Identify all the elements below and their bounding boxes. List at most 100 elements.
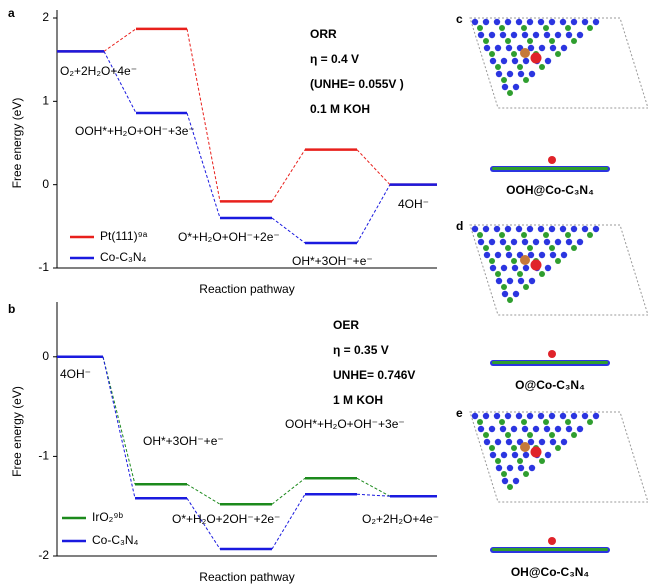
atom-c	[565, 232, 571, 238]
annotation: 4OH⁻	[398, 197, 429, 211]
atom-n	[516, 226, 522, 232]
atom-n	[505, 19, 511, 25]
y-tick-label: -1	[38, 260, 49, 274]
info-text: η = 0.4 V	[310, 52, 359, 66]
connector	[357, 494, 390, 496]
atom-n	[545, 58, 551, 64]
atom-c	[521, 25, 527, 31]
atom-n	[527, 413, 533, 419]
atom-c	[523, 77, 529, 83]
atom-n	[571, 226, 577, 232]
legend-label: Co-C₃N₄	[100, 250, 147, 264]
atom-c	[511, 258, 517, 264]
atom-n	[523, 58, 529, 64]
atom-n	[566, 239, 572, 245]
atom-n	[571, 19, 577, 25]
atom-n	[505, 226, 511, 232]
atom-n	[472, 19, 478, 25]
atom-c	[555, 258, 561, 264]
atom-c	[495, 271, 501, 277]
panel-label: d	[456, 219, 463, 233]
atom-c	[489, 51, 495, 57]
atom-c	[495, 458, 501, 464]
annotation: O*+H₂O+2OH⁻+2e⁻	[172, 512, 280, 526]
atom-n	[494, 413, 500, 419]
atom-n	[561, 439, 567, 445]
atom-o	[531, 260, 542, 271]
atom-n	[523, 265, 529, 271]
atom-c	[499, 419, 505, 425]
atom-c	[571, 432, 577, 438]
atom-n	[511, 239, 517, 245]
atom-o	[531, 447, 542, 458]
atom-n	[489, 32, 495, 38]
atom-n	[484, 439, 490, 445]
side-atom-o	[548, 350, 556, 358]
y-axis-label: Free energy (eV)	[10, 386, 24, 477]
atom-n	[593, 19, 599, 25]
connector	[272, 478, 305, 504]
atom-n	[500, 32, 506, 38]
side-atom-o	[548, 156, 556, 164]
atom-n	[478, 239, 484, 245]
atom-n	[518, 278, 524, 284]
atom-n	[561, 252, 567, 258]
atom-c	[501, 77, 507, 83]
connector	[103, 357, 135, 484]
panel-label: c	[456, 12, 463, 26]
atom-n	[593, 413, 599, 419]
atom-n	[511, 426, 517, 432]
atom-n	[507, 465, 513, 471]
annotation: 4OH⁻	[60, 367, 91, 381]
atom-n	[523, 452, 529, 458]
atom-n	[582, 413, 588, 419]
atom-c	[571, 38, 577, 44]
atom-c	[543, 419, 549, 425]
atom-n	[550, 45, 556, 51]
atom-c	[523, 284, 529, 290]
annotation: O₂+2H₂O+4e⁻	[60, 64, 137, 78]
atom-c	[505, 38, 511, 44]
atom-c	[507, 484, 513, 490]
atom-n	[538, 226, 544, 232]
annotation: OOH*+H₂O+OH⁻+3e⁻	[285, 417, 405, 431]
atom-n	[484, 252, 490, 258]
atom-n	[501, 452, 507, 458]
y-axis-label: Free energy (eV)	[10, 98, 24, 189]
atom-c	[565, 25, 571, 31]
atom-n	[472, 226, 478, 232]
y-tick-label: 1	[42, 94, 49, 108]
atom-n	[533, 426, 539, 432]
legend-label: Co-C₃N₄	[92, 533, 139, 547]
atom-c	[555, 445, 561, 451]
annotation: O*+H₂O+OH⁻+2e⁻	[178, 230, 280, 244]
atom-n	[538, 19, 544, 25]
atom-n	[550, 252, 556, 258]
atom-n	[495, 439, 501, 445]
atom-n	[555, 32, 561, 38]
structure-panel: dO@Co-C₃N₄	[456, 219, 648, 392]
atom-n	[478, 32, 484, 38]
atom-c	[477, 419, 483, 425]
atom-c	[587, 232, 593, 238]
atom-n	[518, 465, 524, 471]
atom-n	[533, 32, 539, 38]
atom-c	[489, 258, 495, 264]
structure-caption: OH@Co-C₃N₄	[511, 565, 590, 579]
atom-n	[549, 19, 555, 25]
atom-c	[565, 419, 571, 425]
atom-n	[550, 439, 556, 445]
atom-n	[582, 226, 588, 232]
atom-n	[560, 226, 566, 232]
atom-c	[505, 245, 511, 251]
atom-n	[539, 45, 545, 51]
atom-c	[517, 64, 523, 70]
structure-panel: cOOH@Co-C₃N₄	[456, 12, 648, 197]
atom-o	[531, 53, 542, 64]
atom-n	[527, 19, 533, 25]
connector	[357, 185, 390, 243]
atom-n	[513, 291, 519, 297]
side-view-c	[492, 361, 608, 364]
atom-n	[561, 45, 567, 51]
atom-c	[539, 458, 545, 464]
